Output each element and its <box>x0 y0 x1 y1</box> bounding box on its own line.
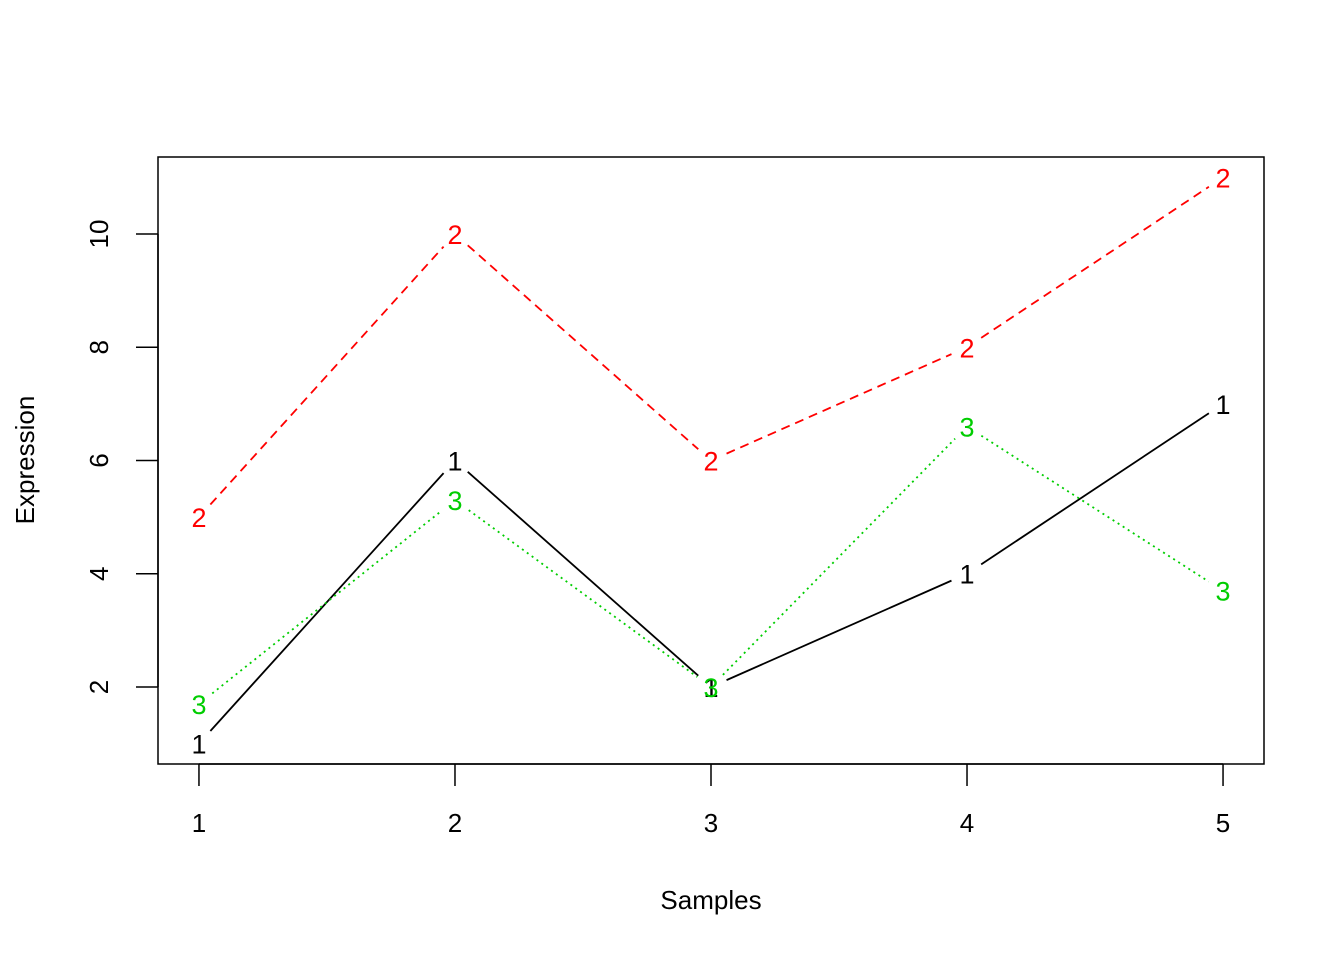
series-3-segment <box>468 509 698 678</box>
x-tick-label: 4 <box>960 808 974 838</box>
series-1-point: 1 <box>1216 390 1231 420</box>
series-1-segment <box>467 471 699 677</box>
y-tick-label: 2 <box>84 680 114 694</box>
series-2-segment <box>726 353 952 455</box>
series-layer: 1 1 1 1 1 2 2 2 2 2 3 3 3 3 3 <box>191 163 1230 759</box>
y-axis: 2 4 6 8 10 <box>84 220 159 694</box>
series-2-point: 2 <box>960 333 975 363</box>
series-1-point: 1 <box>447 447 462 477</box>
x-tick-label: 1 <box>192 808 206 838</box>
series-3: 3 3 3 3 3 <box>191 413 1230 720</box>
series-1-point: 1 <box>191 730 206 760</box>
series-2-point: 2 <box>447 220 462 250</box>
series-3-segment <box>722 438 956 676</box>
y-tick-label: 4 <box>84 567 114 581</box>
series-1: 1 1 1 1 1 <box>191 390 1230 760</box>
series-3-segment <box>980 434 1210 583</box>
series-2: 2 2 2 2 2 <box>191 163 1230 533</box>
y-tick-label: 6 <box>84 453 114 467</box>
y-tick-label: 8 <box>84 340 114 354</box>
y-tick-label: 10 <box>84 220 114 249</box>
x-axis: 1 2 3 4 5 <box>192 763 1230 838</box>
series-2-point: 2 <box>191 503 206 533</box>
series-2-segment <box>209 246 445 506</box>
series-3-point: 3 <box>703 673 718 703</box>
series-3-point: 3 <box>1216 577 1231 607</box>
series-2-point: 2 <box>1216 163 1231 193</box>
series-1-point: 1 <box>960 560 975 590</box>
x-tick-label: 2 <box>448 808 462 838</box>
x-tick-label: 3 <box>704 808 718 838</box>
series-3-segment <box>211 510 443 695</box>
series-2-segment <box>467 244 699 450</box>
x-axis-title: Samples <box>660 885 761 915</box>
series-1-point: 1 <box>703 673 718 703</box>
y-axis-title: Expression <box>10 396 40 525</box>
series-2-point: 2 <box>703 447 718 477</box>
series-3-point: 3 <box>960 413 975 443</box>
x-tick-label: 5 <box>1216 808 1230 838</box>
series-2-segment <box>980 186 1210 339</box>
series-3-point: 3 <box>191 690 206 720</box>
series-1-segment <box>980 412 1210 566</box>
series-1-segment <box>209 472 445 732</box>
series-3-point: 3 <box>447 486 462 516</box>
series-1-segment <box>726 579 952 681</box>
